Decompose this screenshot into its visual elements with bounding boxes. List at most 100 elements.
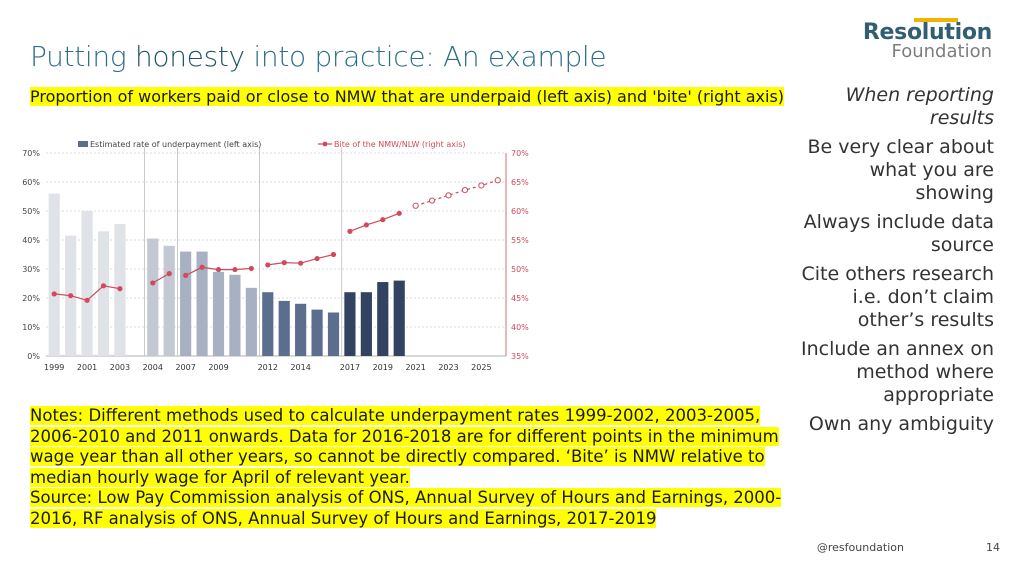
legend-label-underpayment: Estimated rate of underpayment (left axi… [90,140,261,149]
underpayment-bar [360,292,372,356]
right-axis-tick-label: 50% [511,265,529,274]
chart-subtitle: Proportion of workers paid or close to N… [30,87,790,107]
left-axis-tick-label: 70% [22,149,40,158]
underpayment-bar [295,303,307,356]
underpayment-bar [245,287,257,356]
bite-point [298,260,304,266]
side-point: Include an annex on method where appropr… [801,338,994,406]
bite-point [166,271,172,277]
bite-point [412,202,419,209]
right-axis-tick-label: 40% [511,323,529,332]
x-axis-tick-label: 2003 [110,363,130,372]
x-axis-tick-label: 2017 [340,363,360,372]
left-axis-tick-label: 0% [27,352,40,361]
bite-point [51,291,57,297]
underpayment-bite-chart: 0% 10% 20% 30% 40% 50% 60% 70% 35% 40% 45% 50% 55% 60… [22,140,529,372]
side-point: Own any ambiguity [808,413,994,435]
underpayment-bar [393,280,405,356]
left-axis-tick-label: 40% [22,236,40,245]
side-point: Always include data source [803,211,994,256]
side-point: Cite others research i.e. don’t claim ot… [801,263,994,331]
x-axis-tick-label: 2001 [77,363,97,372]
bite-line-segment [349,212,400,232]
x-axis-tick-label: 1999 [44,363,64,372]
right-axis-tick-label: 70% [511,149,529,158]
bite-point [330,251,337,258]
underpayment-bar [180,251,192,356]
source-text: Source: Low Pay Commission analysis of O… [30,488,782,528]
underpayment-bar [196,251,208,356]
x-axis-tick-label: 2019 [373,363,393,372]
notes-box: Notes: Different methods used to calcula… [30,406,790,529]
x-axis-tick-label: 2021 [405,363,425,372]
bite-point [100,283,107,289]
bite-point [461,187,469,194]
left-axis-tick-label: 20% [22,294,40,303]
left-axis-tick-label: 10% [22,323,40,332]
bite-point [68,293,74,299]
side-panel: When reporting results Be very clear abo… [794,84,994,442]
bite-point [494,177,501,184]
bite-line-segment [415,179,498,207]
x-axis-tick-label: 2007 [175,363,195,372]
bite-point [428,197,436,204]
bite-point [215,266,222,273]
bite-point [199,264,205,270]
chart-subtitle-text: Proportion of workers paid or close to N… [30,87,785,106]
underpayment-bar [377,282,389,356]
bite-point [117,286,123,292]
underpayment-bar [278,300,290,356]
legend-bar-swatch [78,141,88,147]
underpayment-bar [311,309,323,356]
right-axis-tick-label: 35% [511,352,529,361]
bite-point [150,280,156,286]
bite-point [183,272,189,278]
left-axis-tick-label: 60% [22,178,40,187]
right-axis-tick-label: 65% [511,178,529,187]
x-axis-tick-label: 2025 [471,363,491,372]
x-axis-tick-label: 2014 [290,363,310,372]
x-axis-tick-label: 2023 [438,363,458,372]
notes-text: Notes: Different methods used to calcula… [30,406,779,487]
bite-point [84,297,90,303]
page-number: 14 [986,541,1000,554]
title-emphasis: honesty [134,40,245,73]
right-axis-tick-label: 60% [511,207,529,216]
left-axis-tick-label: 30% [22,265,40,274]
slide-title: Putting honesty into practice: An exampl… [30,40,607,73]
bite-point [478,182,485,189]
x-axis-tick-label: 2004 [143,363,163,372]
right-axis-tick-label: 55% [511,236,529,245]
underpayment-bar [81,211,93,356]
underpayment-bar [212,271,225,356]
bite-point [281,260,287,266]
underpayment-bar [262,292,274,356]
bite-point [314,255,320,262]
underpayment-bar [48,193,60,356]
logo-line-1: Resolution [862,20,992,45]
logo-line-2: Foundation [891,41,992,62]
bite-line-segment [152,273,170,284]
underpayment-bar [229,274,241,356]
bite-point [347,228,353,234]
bite-point [232,266,238,273]
legend-label-bite: Bite of the NMW/NLW (right axis) [334,140,466,149]
logo-accent-bar [914,18,958,22]
right-axis-tick-label: 45% [511,294,529,303]
bite-point [248,265,254,272]
bite-point [445,192,452,199]
x-axis-tick-label: 2009 [208,363,228,372]
bite-point [380,217,386,223]
side-point: Be very clear about what you are showing [807,136,994,204]
underpayment-bar [344,292,356,356]
underpayment-bar [163,245,175,356]
side-lead: When reporting results [845,84,994,129]
bite-point [363,222,369,228]
bite-point [265,262,271,268]
footer-handle: @resfoundation [816,541,904,554]
legend-point-swatch [322,141,328,147]
underpayment-bar [327,312,340,356]
underpayment-bar [147,238,159,356]
x-axis-tick-label: 2012 [258,363,278,372]
bite-point [396,210,402,216]
